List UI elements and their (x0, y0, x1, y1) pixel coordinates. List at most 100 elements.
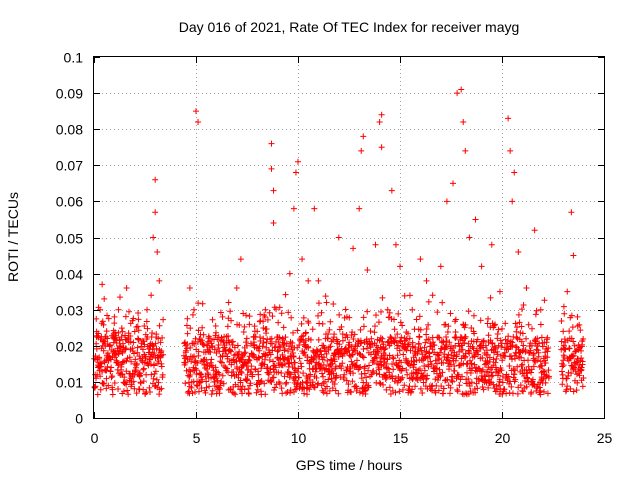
data-point (577, 367, 584, 374)
data-point (358, 375, 365, 382)
data-point (488, 369, 495, 376)
data-point (389, 354, 396, 361)
data-point (212, 323, 219, 330)
data-point (515, 248, 522, 255)
data-point (336, 311, 343, 318)
data-point (125, 308, 132, 315)
data-point (520, 388, 527, 395)
data-point (489, 372, 496, 379)
data-point (229, 338, 236, 345)
data-point (195, 348, 202, 355)
data-point (399, 365, 406, 372)
data-point (119, 340, 126, 347)
y-tick-label: 0.07 (56, 158, 83, 174)
data-point (116, 294, 123, 301)
data-point (241, 350, 248, 357)
data-point (360, 323, 367, 330)
data-point (568, 312, 575, 319)
data-point (209, 342, 216, 349)
data-point (223, 350, 230, 357)
data-point (490, 356, 497, 363)
data-point (407, 362, 414, 369)
data-point (401, 292, 408, 299)
data-point (398, 334, 405, 341)
data-point (403, 336, 410, 343)
data-point (196, 370, 203, 377)
data-point (156, 277, 163, 284)
data-point (143, 371, 150, 378)
data-point (376, 371, 383, 378)
data-point (323, 390, 330, 397)
data-point (376, 118, 383, 125)
data-point (488, 241, 495, 248)
data-point (489, 340, 496, 347)
data-point (416, 333, 423, 340)
data-point (502, 320, 509, 327)
data-point (533, 346, 540, 353)
data-point (104, 335, 111, 342)
data-point (515, 311, 522, 318)
data-point (371, 355, 378, 362)
y-tick-label: 0.09 (56, 86, 83, 102)
data-point (475, 351, 482, 358)
data-point (130, 315, 137, 322)
data-point (505, 333, 512, 340)
data-point (316, 360, 323, 367)
data-point (95, 364, 102, 371)
data-point (403, 347, 410, 354)
data-point (140, 386, 147, 393)
data-point (485, 332, 492, 339)
data-point (275, 319, 282, 326)
data-point (194, 360, 201, 367)
data-point (228, 317, 235, 324)
data-point (103, 375, 110, 382)
data-point (141, 323, 148, 330)
data-point (93, 340, 100, 347)
data-point (396, 347, 403, 354)
data-point (184, 330, 191, 337)
data-point (184, 315, 191, 322)
data-point (200, 331, 207, 338)
data-point (462, 321, 469, 328)
data-point (344, 334, 351, 341)
data-point (158, 347, 165, 354)
data-point (331, 358, 338, 365)
data-point (492, 321, 499, 328)
data-point (133, 390, 140, 397)
data-point (224, 323, 231, 330)
data-point (574, 322, 581, 329)
data-point (576, 372, 583, 379)
data-point (135, 336, 142, 343)
data-point (320, 373, 327, 380)
data-point (126, 354, 133, 361)
data-point (383, 360, 390, 367)
data-point (513, 350, 520, 357)
data-point (314, 312, 321, 319)
data-point (400, 351, 407, 358)
data-point (182, 342, 189, 349)
data-point (491, 349, 498, 356)
data-point (290, 329, 297, 336)
data-point (508, 356, 515, 363)
data-point (516, 349, 523, 356)
data-point (260, 318, 267, 325)
data-point (195, 388, 202, 395)
data-point (151, 350, 158, 357)
data-point (523, 335, 530, 342)
data-point (399, 374, 406, 381)
data-point (416, 313, 423, 320)
data-point (578, 364, 585, 371)
data-point (490, 381, 497, 388)
data-point (537, 387, 544, 394)
data-point (446, 358, 453, 365)
data-point (141, 341, 148, 348)
data-point (377, 344, 384, 351)
data-point (156, 322, 163, 329)
data-point (517, 382, 524, 389)
data-point (133, 362, 140, 369)
data-point (525, 363, 532, 370)
data-point (404, 341, 411, 348)
data-point (323, 299, 330, 306)
data-point (103, 367, 110, 374)
